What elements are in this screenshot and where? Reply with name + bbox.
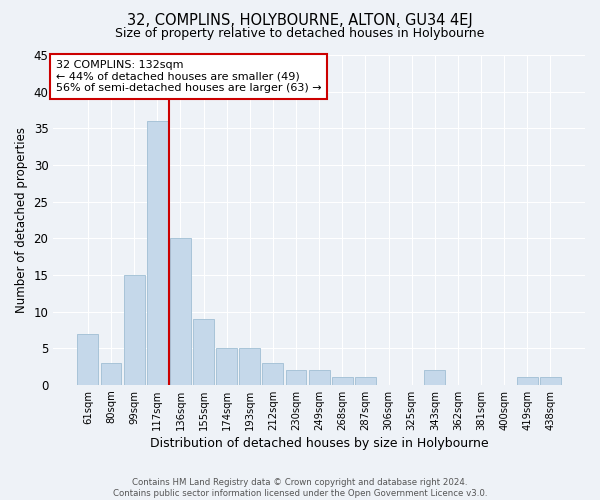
X-axis label: Distribution of detached houses by size in Holybourne: Distribution of detached houses by size …: [150, 437, 488, 450]
Bar: [147, 121, 167, 385]
Bar: [170, 238, 191, 385]
Bar: [77, 334, 98, 385]
Bar: [540, 378, 561, 385]
Bar: [239, 348, 260, 385]
Bar: [193, 319, 214, 385]
Text: 32, COMPLINS, HOLYBOURNE, ALTON, GU34 4EJ: 32, COMPLINS, HOLYBOURNE, ALTON, GU34 4E…: [127, 12, 473, 28]
Bar: [262, 363, 283, 385]
Text: 32 COMPLINS: 132sqm
← 44% of detached houses are smaller (49)
56% of semi-detach: 32 COMPLINS: 132sqm ← 44% of detached ho…: [56, 60, 322, 93]
Y-axis label: Number of detached properties: Number of detached properties: [15, 127, 28, 313]
Bar: [286, 370, 307, 385]
Bar: [101, 363, 121, 385]
Bar: [124, 275, 145, 385]
Bar: [355, 378, 376, 385]
Bar: [309, 370, 329, 385]
Text: Size of property relative to detached houses in Holybourne: Size of property relative to detached ho…: [115, 28, 485, 40]
Bar: [517, 378, 538, 385]
Bar: [332, 378, 353, 385]
Text: Contains HM Land Registry data © Crown copyright and database right 2024.
Contai: Contains HM Land Registry data © Crown c…: [113, 478, 487, 498]
Bar: [216, 348, 237, 385]
Bar: [424, 370, 445, 385]
